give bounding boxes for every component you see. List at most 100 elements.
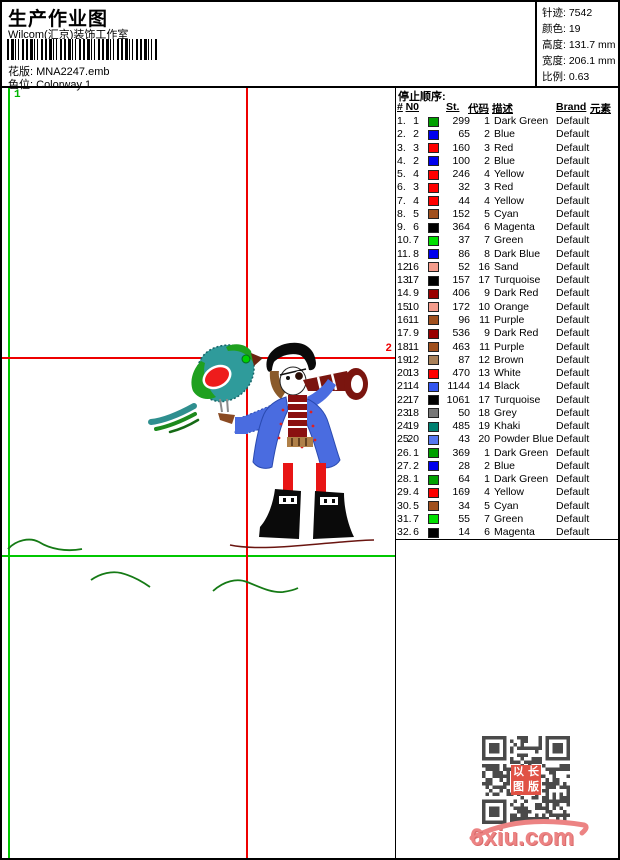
row-index: 16.: [397, 313, 412, 326]
row-index: 6.: [397, 181, 406, 194]
design-info-box: 针迹: 7542 颜色: 19 高度: 131.7 mm 宽度: 206.1 mm 比例…: [535, 2, 618, 86]
stitch-count: 406: [452, 287, 470, 300]
color-swatch: [428, 182, 439, 193]
color-swatch: [428, 116, 439, 127]
row-index: 13.: [397, 274, 412, 287]
color-description: Purple: [494, 313, 525, 326]
table-row: 17. 9 536 9 Dark Red Default: [396, 327, 618, 340]
info-row: 针迹: 7542: [542, 7, 593, 19]
table-row: 15. 10 172 10 Orange Default: [396, 301, 618, 314]
column-header: 描述: [492, 103, 513, 115]
table-row: 27. 2 28 2 Blue Default: [396, 460, 618, 473]
color-swatch: [428, 381, 439, 392]
needle-number: 16: [407, 260, 419, 273]
row-index: 9.: [397, 221, 406, 234]
color-code: 2: [484, 459, 490, 472]
brand: Default: [556, 353, 590, 366]
column-header: 元素: [590, 103, 611, 115]
color-code: 3: [484, 181, 490, 194]
row-index: 24.: [397, 420, 412, 433]
row-index: 22.: [397, 393, 412, 406]
seal-char: 版: [528, 781, 539, 793]
needle-number: 9: [413, 287, 419, 300]
row-index: 1.: [397, 115, 406, 127]
brand: Default: [556, 499, 590, 512]
brand: Default: [556, 234, 590, 247]
info-row: 宽度: 206.1 mm: [542, 55, 616, 67]
color-swatch: [428, 395, 439, 406]
color-swatch: [428, 434, 439, 445]
brand: Default: [556, 313, 590, 326]
color-code: 18: [478, 406, 490, 419]
table-row: 6. 3 32 3 Red Default: [396, 181, 618, 194]
brand: Default: [556, 393, 590, 406]
stitch-count: 152: [452, 207, 470, 220]
needle-number: 4: [413, 194, 419, 207]
needle-number: 2: [413, 154, 419, 167]
color-description: Red: [494, 181, 514, 194]
needle-number: 13: [407, 367, 419, 380]
color-code: 6: [484, 526, 490, 539]
color-code: 10: [478, 300, 490, 313]
stitch-count: 52: [458, 260, 470, 273]
color-description: Powder Blue: [494, 433, 554, 446]
stitch-count: 1061: [446, 393, 470, 406]
color-code: 11: [479, 340, 490, 353]
green-vertical-guide: [8, 88, 10, 858]
seal-char: 图: [513, 781, 524, 793]
column-header: #: [397, 101, 403, 113]
row-index: 23.: [397, 406, 412, 419]
color-description: Dark Green: [494, 473, 549, 486]
start-marker: 1: [14, 89, 21, 101]
column-header: Brand: [556, 101, 587, 113]
stitch-count: 55: [458, 512, 470, 525]
color-swatch: [428, 315, 439, 326]
color-description: Dark Red: [494, 287, 539, 300]
color-swatch: [428, 288, 439, 299]
stitch-count: 172: [452, 300, 470, 313]
stitch-count: 28: [458, 459, 470, 472]
brand: Default: [556, 194, 590, 207]
color-description: White: [494, 367, 521, 380]
row-index: 11.: [397, 247, 411, 260]
color-code: 16: [478, 260, 490, 273]
info-row: 比例: 0.63: [542, 71, 590, 83]
color-description: Cyan: [494, 499, 519, 512]
row-index: 7.: [397, 194, 406, 207]
color-description: Purple: [494, 340, 525, 353]
color-swatch: [428, 474, 439, 485]
color-code: 6: [484, 221, 490, 234]
row-index: 3.: [397, 141, 406, 154]
row-index: 15.: [397, 300, 412, 313]
table-row: 3. 3 160 3 Red Default: [396, 142, 618, 155]
color-description: Red: [494, 141, 514, 154]
table-row: 28. 1 64 1 Dark Green Default: [396, 473, 618, 486]
color-code: 1: [484, 446, 490, 459]
row-index: 17.: [397, 327, 412, 340]
stitch-count: 364: [452, 221, 470, 234]
table-row: 5. 4 246 4 Yellow Default: [396, 168, 618, 181]
row-index: 12.: [397, 260, 412, 273]
color-swatch: [428, 408, 439, 419]
needle-number: 14: [407, 380, 419, 393]
column-header: 代码: [468, 103, 489, 115]
color-swatch: [428, 514, 439, 525]
color-description: Black: [494, 380, 520, 393]
row-index: 31.: [397, 512, 412, 525]
brand: Default: [556, 420, 590, 433]
red-seal: 以长图版: [511, 765, 541, 795]
red-vertical-guide: [246, 88, 248, 858]
stitch-count: 485: [452, 420, 470, 433]
table-row: 23. 18 50 18 Grey Default: [396, 407, 618, 420]
needle-number: 7: [413, 512, 419, 525]
row-index: 21.: [397, 380, 412, 393]
needle-number: 2: [413, 459, 419, 472]
row-index: 14.: [397, 287, 412, 300]
stop-sequence-caption: 停止顺序:: [398, 91, 446, 103]
stitch-count: 50: [458, 406, 470, 419]
design-artwork: [7, 342, 375, 593]
stitch-count: 64: [458, 473, 470, 486]
needle-number: 20: [407, 433, 419, 446]
row-index: 19.: [397, 353, 412, 366]
needle-number: 7: [413, 234, 419, 247]
